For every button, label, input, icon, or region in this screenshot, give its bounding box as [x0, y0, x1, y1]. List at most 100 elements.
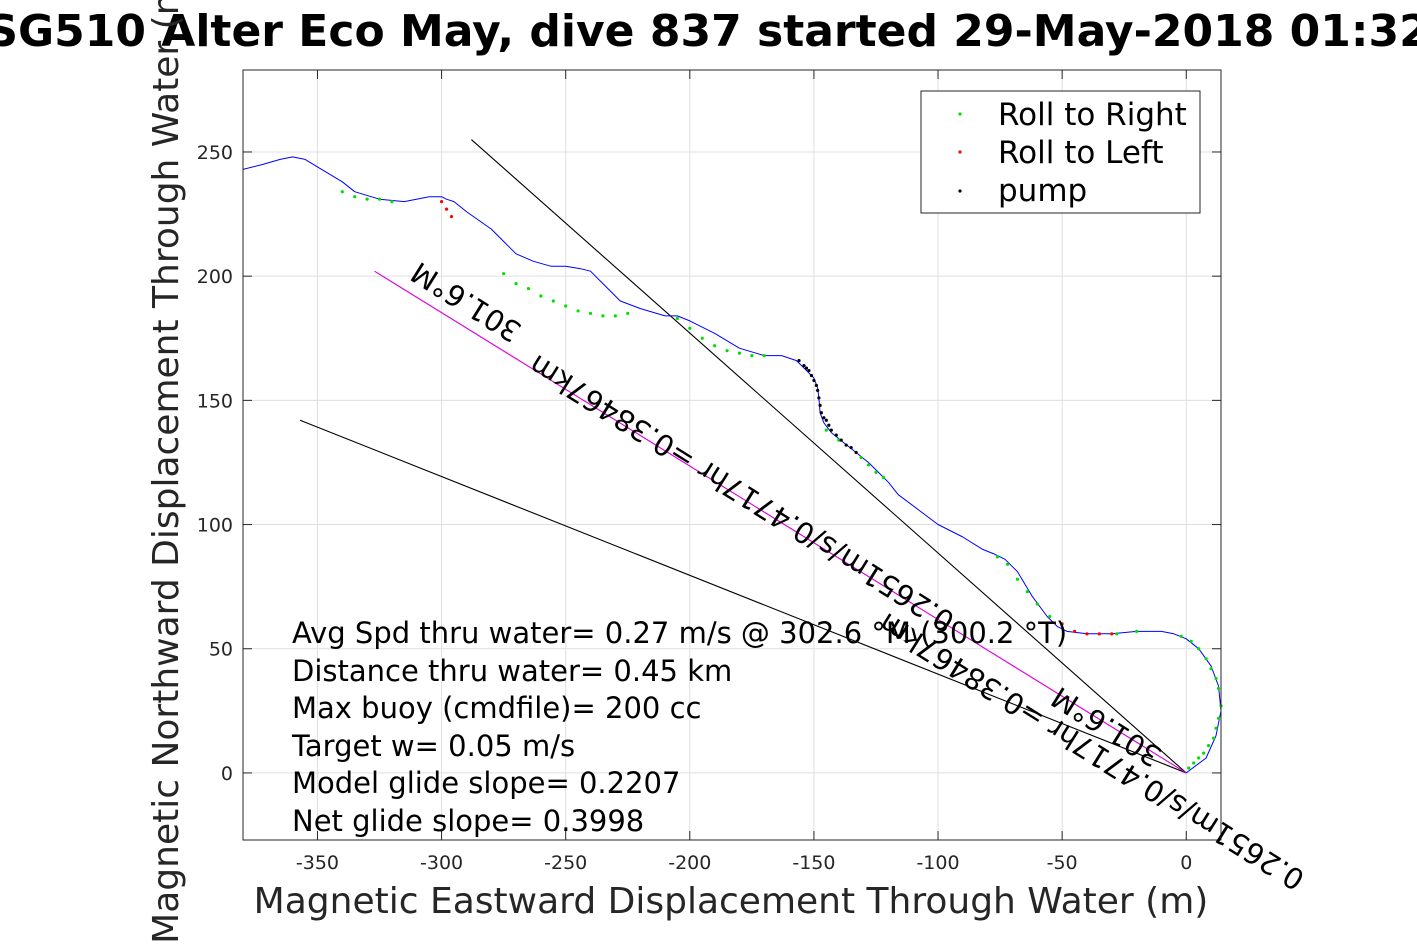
roll-right-point	[1197, 756, 1201, 760]
roll-right-point	[881, 475, 886, 479]
axis-ticks: -350 -300 -250 -200 -150 -100 -50 0 0 50 100 150 200…	[197, 70, 1221, 874]
roll-right-point	[502, 272, 506, 276]
roll-right-point	[1216, 716, 1221, 720]
roll-right-point	[626, 311, 630, 316]
y-axis-label: Magnetic Northward Displacement Through …	[146, 0, 187, 944]
pump-point	[824, 418, 828, 422]
pump-point	[839, 438, 843, 442]
heading-line-1	[299, 419, 1187, 774]
roll-left-point	[1085, 632, 1089, 636]
roll-right-point	[750, 354, 754, 358]
pump-point	[812, 378, 816, 383]
pump-point	[844, 443, 848, 447]
roll-right-point	[588, 311, 593, 316]
roll-right-point	[365, 197, 369, 201]
roll-left-point	[1060, 622, 1064, 626]
roll-right-point	[1115, 632, 1119, 636]
pump-point	[854, 450, 858, 455]
x-tick-label: -200	[668, 852, 711, 874]
stat-net-glide: Net glide slope= 0.3998	[292, 804, 644, 838]
x-tick-label: 0	[1180, 852, 1192, 874]
roll-left-point	[449, 214, 454, 219]
roll-right-point	[1179, 634, 1183, 638]
roll-right-point	[1214, 676, 1218, 681]
x-tick-label: -50	[1047, 852, 1078, 874]
x-tick-label: -150	[792, 852, 835, 874]
chart-title: SG510 Alter Eco May, dive 837 started 29…	[0, 6, 1417, 57]
pump-point	[814, 383, 818, 388]
roll-right-point	[1204, 657, 1208, 661]
pump-point	[822, 416, 826, 420]
rotated-annotation-1: 0.2651m/s/0.4717hr =0.38467km	[523, 348, 960, 639]
pump-point	[802, 363, 806, 368]
x-tick-label: -300	[420, 852, 463, 874]
roll-right-point	[824, 428, 828, 432]
pump-point	[807, 368, 811, 373]
heading-lines	[299, 139, 1187, 774]
roll-right-point	[601, 314, 605, 318]
stat-model-glide: Model glide slope= 0.2207	[292, 766, 680, 800]
pump-point	[819, 411, 823, 415]
pump-point	[849, 445, 853, 450]
roll-right-point	[613, 314, 617, 318]
pump-point	[809, 373, 814, 378]
roll-right-point	[725, 349, 729, 353]
pump-point	[834, 433, 838, 437]
roll-right-point	[859, 455, 863, 460]
x-tick-label: -100	[916, 852, 959, 874]
heading-line-2	[374, 270, 1187, 774]
roll-left-point	[439, 200, 444, 204]
roll-right-point	[762, 354, 766, 358]
stat-target-w: Target w= 0.05 m/s	[291, 729, 575, 763]
x-tick-label: -250	[544, 852, 587, 874]
legend-label-pump: pump	[998, 173, 1087, 209]
pump-point	[829, 428, 833, 432]
stat-distance: Distance thru water= 0.45 km	[292, 654, 732, 688]
roll-right-point	[539, 294, 543, 298]
roll-left-point	[1097, 632, 1101, 636]
heading-line-0	[471, 139, 1187, 774]
roll-right-point	[874, 470, 878, 474]
roll-right-point	[713, 344, 717, 348]
roll-right-point	[1005, 562, 1010, 566]
rotated-annotations: 301.6°M0.2651m/s/0.4717hr =0.38467km301.…	[405, 255, 1310, 897]
legend-box	[920, 90, 1201, 214]
roll-right-point	[675, 316, 679, 320]
roll-right-point	[353, 195, 357, 199]
roll-left-point	[1072, 629, 1077, 633]
legend-label-roll-left: Roll to Left	[998, 135, 1164, 171]
legend-label-roll-right: Roll to Right	[998, 97, 1187, 133]
roll-right-point	[1214, 726, 1218, 730]
y-tick-label: 0	[221, 763, 233, 785]
pump-point	[797, 359, 801, 363]
roll-right-point	[1189, 639, 1193, 643]
roll-right-point	[1048, 614, 1052, 619]
roll-left-point	[444, 207, 449, 211]
roll-right-point	[1035, 602, 1039, 606]
stat-max-buoy: Max buoy (cmdfile)= 200 cc	[292, 691, 701, 725]
y-tick-label: 200	[197, 266, 233, 288]
roll-right-point	[377, 197, 382, 201]
x-tick-label: -350	[296, 852, 339, 874]
roll-right-point	[837, 438, 841, 442]
roll-right-point	[526, 286, 531, 291]
y-tick-label: 50	[209, 639, 233, 661]
y-tick-label: 250	[197, 142, 233, 164]
roll-right-point	[340, 190, 344, 194]
roll-right-point	[995, 555, 1000, 559]
roll-right-point	[1211, 736, 1216, 740]
roll-right-point	[1135, 629, 1139, 633]
marker-series	[340, 190, 1223, 770]
roll-right-point	[551, 299, 555, 303]
plot-frame	[242, 69, 1222, 841]
x-axis-label: Magnetic Eastward Displacement Through W…	[254, 881, 1209, 922]
pump-point	[827, 423, 831, 427]
pump-point	[804, 366, 809, 370]
pump-point	[816, 388, 820, 393]
roll-right-point	[1025, 590, 1029, 594]
roll-right-point	[688, 326, 692, 330]
roll-right-point	[1209, 667, 1213, 671]
pump-point	[818, 403, 822, 407]
roll-right-point	[700, 336, 704, 340]
roll-right-point	[514, 282, 518, 286]
